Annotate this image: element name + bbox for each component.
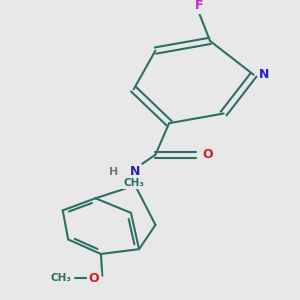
Text: O: O — [202, 148, 213, 161]
Text: CH₃: CH₃ — [123, 178, 144, 188]
Text: H: H — [109, 167, 118, 177]
Text: N: N — [260, 68, 270, 81]
Text: O: O — [89, 272, 99, 285]
Text: N: N — [130, 165, 140, 178]
Text: F: F — [195, 0, 203, 12]
Text: CH₃: CH₃ — [51, 273, 72, 283]
